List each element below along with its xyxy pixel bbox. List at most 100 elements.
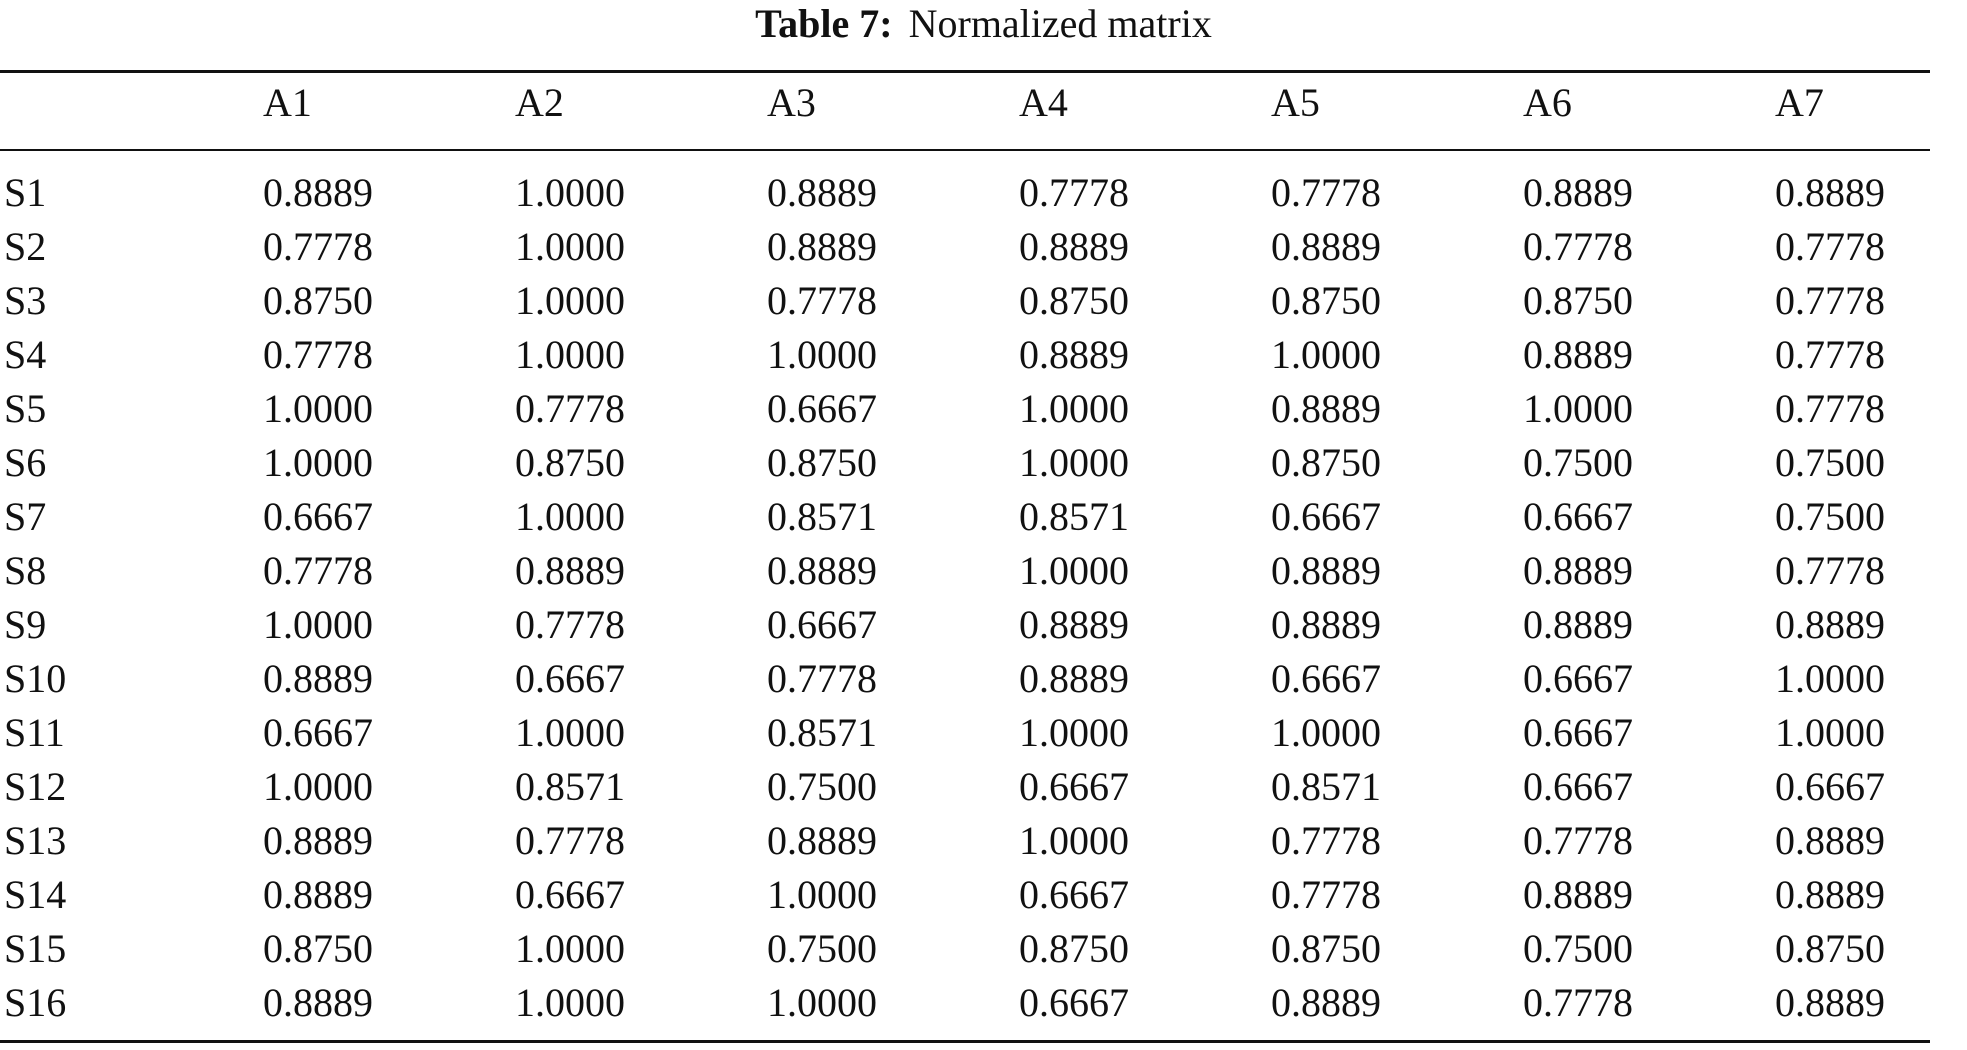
table-cell: 0.8750 xyxy=(1523,278,1633,323)
table-cell: 1.0000 xyxy=(263,764,373,809)
table-row: S5 1.0000 0.7778 0.6667 1.0000 0.8889 1.… xyxy=(0,382,1930,436)
table-cell: 0.6667 xyxy=(1775,764,1885,809)
table-cell: 0.8750 xyxy=(1019,926,1129,971)
table-cell: 0.7500 xyxy=(767,926,877,971)
table-cell: 0.7500 xyxy=(1775,440,1885,485)
table-cell: 0.8889 xyxy=(1775,980,1885,1025)
table-cell: 0.8750 xyxy=(1271,278,1381,323)
row-label: S6 xyxy=(4,440,47,485)
table-cell: 0.7778 xyxy=(1523,818,1633,863)
table-cell: 1.0000 xyxy=(263,386,373,431)
table-cell: 0.7778 xyxy=(1271,818,1381,863)
row-label: S11 xyxy=(4,710,65,755)
table-cell: 1.0000 xyxy=(263,440,373,485)
table-row: S15 0.8750 1.0000 0.7500 0.8750 0.8750 0… xyxy=(0,922,1930,976)
table-row: S12 1.0000 0.8571 0.7500 0.6667 0.8571 0… xyxy=(0,760,1930,814)
table-cell: 0.7778 xyxy=(515,818,625,863)
table-cell: 0.8889 xyxy=(1019,332,1129,377)
table-cell: 1.0000 xyxy=(1271,332,1381,377)
table-cell: 1.0000 xyxy=(1775,710,1885,755)
table-cell: 0.8889 xyxy=(767,818,877,863)
table-cell: 0.7778 xyxy=(263,332,373,377)
bottom-rule xyxy=(0,1040,1930,1043)
table-cell: 1.0000 xyxy=(1523,386,1633,431)
table-cell: 0.8889 xyxy=(1775,818,1885,863)
table-cell: 1.0000 xyxy=(1019,386,1129,431)
row-label: S2 xyxy=(4,224,47,269)
table-cell: 0.7778 xyxy=(1523,980,1633,1025)
table-cell: 0.8889 xyxy=(1523,548,1633,593)
table-cell: 0.8889 xyxy=(1271,548,1381,593)
table-cell: 0.8889 xyxy=(767,548,877,593)
table-cell: 0.8889 xyxy=(1271,386,1381,431)
table-cell: 0.8750 xyxy=(1271,926,1381,971)
table-title: Normalized matrix xyxy=(908,1,1212,46)
row-label: S1 xyxy=(4,170,47,215)
table-cell: 0.8889 xyxy=(1775,872,1885,917)
table-cell: 0.6667 xyxy=(767,602,877,647)
table-cell: 0.8889 xyxy=(515,548,625,593)
table-cell: 0.8571 xyxy=(515,764,625,809)
table-cell: 0.6667 xyxy=(1523,656,1633,701)
table-cell: 1.0000 xyxy=(515,224,625,269)
row-label: S14 xyxy=(4,872,67,917)
table-cell: 0.7500 xyxy=(767,764,877,809)
table-cell: 0.7500 xyxy=(1775,494,1885,539)
table-cell: 0.7778 xyxy=(1019,170,1129,215)
table-cell: 1.0000 xyxy=(1019,818,1129,863)
table-cell: 0.8571 xyxy=(767,494,877,539)
table-cell: 0.7778 xyxy=(1271,872,1381,917)
table-cell: 0.6667 xyxy=(263,494,373,539)
table-cell: 0.8889 xyxy=(1019,602,1129,647)
table-cell: 0.6667 xyxy=(1019,980,1129,1025)
table-cell: 0.7778 xyxy=(515,602,625,647)
table-cell: 0.6667 xyxy=(515,656,625,701)
table-cell: 0.6667 xyxy=(1523,710,1633,755)
table-cell: 0.8889 xyxy=(1019,656,1129,701)
column-header: A2 xyxy=(515,80,564,125)
table-cell: 0.6667 xyxy=(1019,872,1129,917)
table-cell: 0.7778 xyxy=(1775,386,1885,431)
row-label: S13 xyxy=(4,818,67,863)
table-cell: 0.8571 xyxy=(767,710,877,755)
table-cell: 1.0000 xyxy=(767,332,877,377)
table-cell: 0.7500 xyxy=(1523,926,1633,971)
table-cell: 1.0000 xyxy=(515,494,625,539)
header-stub xyxy=(4,76,204,130)
row-label: S5 xyxy=(4,386,47,431)
table-row: S9 1.0000 0.7778 0.6667 0.8889 0.8889 0.… xyxy=(0,598,1930,652)
table-cell: 0.7778 xyxy=(1775,224,1885,269)
table-cell: 0.8889 xyxy=(263,980,373,1025)
row-label: S16 xyxy=(4,980,67,1025)
table-cell: 0.8889 xyxy=(1271,980,1381,1025)
table-cell: 0.7778 xyxy=(263,224,373,269)
table-cell: 0.8889 xyxy=(1775,602,1885,647)
table-cell: 0.8889 xyxy=(767,170,877,215)
table-cell: 1.0000 xyxy=(515,332,625,377)
header-row: A1 A2 A3 A4 A5 A6 A7 xyxy=(0,76,1930,130)
table-row: S16 0.8889 1.0000 1.0000 0.6667 0.8889 0… xyxy=(0,976,1930,1030)
table-cell: 0.6667 xyxy=(515,872,625,917)
row-label: S8 xyxy=(4,548,47,593)
table-cell: 1.0000 xyxy=(515,926,625,971)
table-number: Table 7: xyxy=(755,1,893,46)
table-cell: 0.8889 xyxy=(1523,170,1633,215)
top-rule xyxy=(0,70,1930,73)
table-cell: 1.0000 xyxy=(1019,710,1129,755)
table-cell: 0.7778 xyxy=(263,548,373,593)
column-header: A1 xyxy=(263,80,312,125)
column-header: A7 xyxy=(1775,80,1824,125)
header-rule xyxy=(0,149,1930,151)
table-cell: 0.8889 xyxy=(263,818,373,863)
table-cell: 1.0000 xyxy=(515,278,625,323)
table-cell: 1.0000 xyxy=(1775,656,1885,701)
table-row: S3 0.8750 1.0000 0.7778 0.8750 0.8750 0.… xyxy=(0,274,1930,328)
table-cell: 0.8889 xyxy=(1019,224,1129,269)
table-cell: 0.8750 xyxy=(263,278,373,323)
table-row: S8 0.7778 0.8889 0.8889 1.0000 0.8889 0.… xyxy=(0,544,1930,598)
table-cell: 0.8750 xyxy=(515,440,625,485)
column-header: A6 xyxy=(1523,80,1572,125)
table-cell: 0.7778 xyxy=(515,386,625,431)
table-cell: 0.6667 xyxy=(1523,764,1633,809)
table-cell: 0.8889 xyxy=(1271,224,1381,269)
